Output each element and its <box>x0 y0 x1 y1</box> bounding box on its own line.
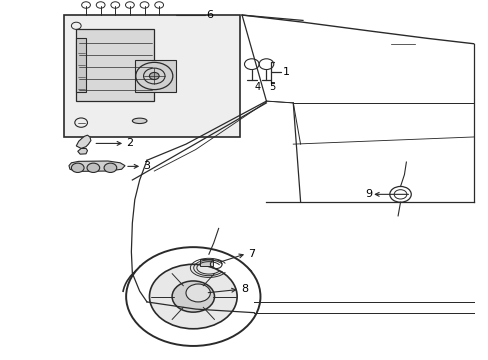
Text: 8: 8 <box>241 284 248 294</box>
Text: 6: 6 <box>206 10 213 20</box>
Circle shape <box>172 281 214 312</box>
Circle shape <box>149 264 237 329</box>
Polygon shape <box>200 259 212 266</box>
Circle shape <box>149 72 159 80</box>
Text: 9: 9 <box>365 189 371 199</box>
Text: 7: 7 <box>248 248 255 258</box>
Polygon shape <box>76 30 154 101</box>
Text: 3: 3 <box>143 161 150 171</box>
Bar <box>64 15 239 137</box>
Polygon shape <box>69 161 125 171</box>
Polygon shape <box>76 135 91 148</box>
Circle shape <box>185 284 210 302</box>
Text: 5: 5 <box>268 82 275 92</box>
Circle shape <box>87 163 100 172</box>
Text: 4: 4 <box>254 82 260 92</box>
Polygon shape <box>135 60 176 92</box>
Text: 1: 1 <box>282 67 289 77</box>
Ellipse shape <box>132 118 147 123</box>
Circle shape <box>126 247 260 346</box>
Polygon shape <box>76 39 86 92</box>
Polygon shape <box>140 262 185 291</box>
Polygon shape <box>78 148 87 154</box>
Text: 2: 2 <box>126 139 133 148</box>
Circle shape <box>104 163 117 172</box>
Circle shape <box>71 163 84 172</box>
